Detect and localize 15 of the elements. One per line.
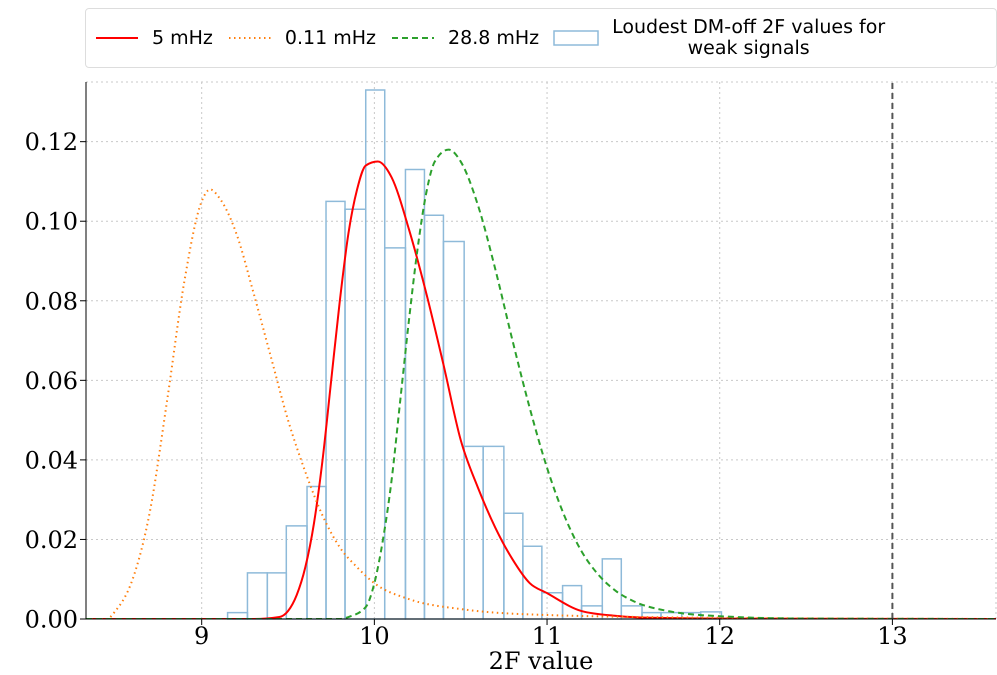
legend-label: 28.8 mHz: [448, 26, 540, 49]
y-tick-label: 0.08: [24, 287, 78, 316]
y-tick-label: 0.02: [24, 526, 78, 554]
x-tick-label: 13: [877, 622, 908, 650]
y-tick-label: 0.10: [24, 208, 78, 236]
y-tick-label: 0.04: [24, 446, 78, 474]
y-tick-label: 0.00: [24, 606, 78, 634]
legend-label: 5 mHz: [152, 26, 213, 49]
legend-label: Loudest DM-off 2F values for weak signals: [611, 16, 886, 59]
y-tick-label: 0.12: [24, 128, 78, 156]
x-tick-label: 9: [194, 622, 210, 650]
x-tick-label: 12: [704, 622, 735, 650]
y-tick-label: 0.06: [24, 366, 78, 395]
legend-label: 0.11 mHz: [284, 26, 376, 49]
x-tick-label: 10: [359, 622, 390, 650]
